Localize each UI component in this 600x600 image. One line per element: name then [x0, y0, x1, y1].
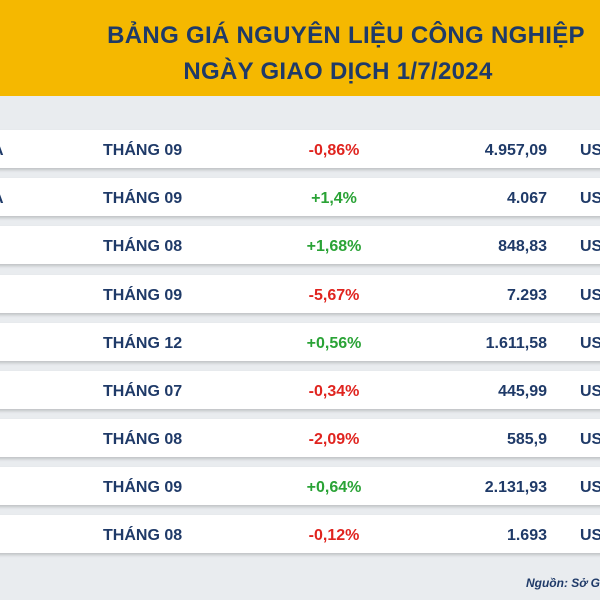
- price-value: 2.131,93: [484, 479, 547, 496]
- price-value: 848,83: [498, 238, 547, 255]
- table-row: A THÁNG 09 -0,86% 4.957,09 US: [0, 130, 600, 168]
- price-change: +0,64%: [306, 479, 362, 496]
- price-unit: US: [580, 190, 600, 207]
- commodity-name: A: [0, 130, 4, 168]
- contract-month: THÁNG 09: [103, 142, 183, 159]
- price-unit: US: [580, 479, 600, 496]
- price-change: -0,86%: [308, 142, 360, 159]
- price-unit: US: [580, 142, 600, 159]
- price-unit: US: [580, 287, 600, 304]
- price-value: 585,9: [506, 431, 547, 448]
- title-line-2: NGÀY GIAO DỊCH 1/7/2024: [183, 58, 493, 85]
- title-banner: BẢNG GIÁ NGUYÊN LIỆU CÔNG NGHIỆP NGÀY GI…: [0, 0, 600, 96]
- contract-month: THÁNG 12: [103, 335, 183, 352]
- contract-month: THÁNG 09: [103, 190, 183, 207]
- table-row: THÁNG 08 +1,68% 848,83 US: [0, 226, 600, 264]
- price-change: -2,09%: [308, 431, 360, 448]
- table-row: THÁNG 09 +0,64% 2.131,93 US: [0, 467, 600, 505]
- price-unit: US: [580, 238, 600, 255]
- contract-month: THÁNG 08: [103, 431, 183, 448]
- contract-month: THÁNG 09: [103, 479, 183, 496]
- table-row: THÁNG 08 -0,12% 1.693 US: [0, 515, 600, 553]
- price-change: +0,56%: [306, 335, 362, 352]
- title-line-1: BẢNG GIÁ NGUYÊN LIỆU CÔNG NGHIỆP: [107, 22, 585, 49]
- price-value: 1.611,58: [485, 335, 547, 352]
- price-value: 4.067: [506, 190, 547, 207]
- contract-month: THÁNG 08: [103, 238, 183, 255]
- price-value: 4.957,09: [484, 142, 547, 159]
- table-row: THÁNG 12 +0,56% 1.611,58 US: [0, 323, 600, 361]
- price-value: 1.693: [506, 527, 547, 544]
- price-unit: US: [580, 431, 600, 448]
- price-change: +1,4%: [311, 190, 357, 207]
- table-row: THÁNG 09 -5,67% 7.293 US: [0, 275, 600, 313]
- table-row: A THÁNG 09 +1,4% 4.067 US: [0, 178, 600, 216]
- price-unit: US: [580, 383, 600, 400]
- price-unit: US: [580, 335, 600, 352]
- contract-month: THÁNG 07: [103, 383, 183, 400]
- contract-month: THÁNG 09: [103, 287, 183, 304]
- contract-month: THÁNG 08: [103, 527, 183, 544]
- price-change: +1,68%: [306, 238, 362, 255]
- price-value: 445,99: [498, 383, 547, 400]
- price-change: -0,34%: [308, 383, 360, 400]
- table-row: THÁNG 07 -0,34% 445,99 US: [0, 371, 600, 409]
- price-value: 7.293: [506, 287, 547, 304]
- price-change: -0,12%: [308, 527, 360, 544]
- source-note: Nguồn: Sở G: [525, 576, 600, 590]
- price-unit: US: [580, 527, 600, 544]
- table-row: THÁNG 08 -2,09% 585,9 US: [0, 419, 600, 457]
- commodity-name: A: [0, 178, 4, 216]
- price-change: -5,67%: [308, 287, 360, 304]
